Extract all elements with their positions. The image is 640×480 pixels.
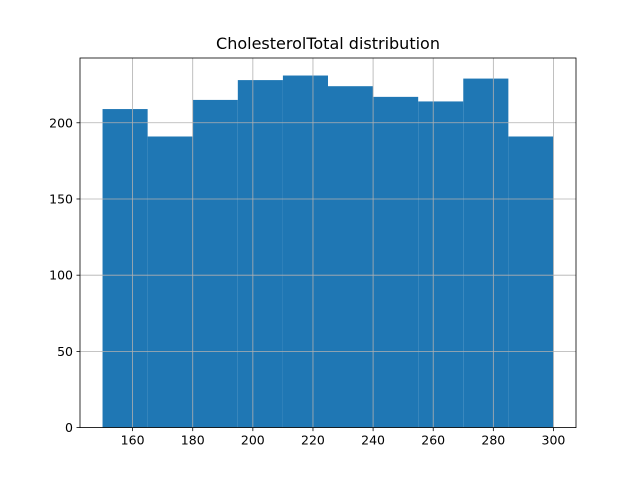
histogram-bar bbox=[373, 96, 419, 428]
x-tick-label: 220 bbox=[301, 433, 325, 448]
histogram-bar bbox=[192, 99, 238, 428]
y-tick-label: 100 bbox=[49, 268, 73, 283]
chart-title: CholesterolTotal distribution bbox=[216, 34, 440, 53]
histogram-bar bbox=[147, 136, 193, 428]
x-tick-label: 280 bbox=[481, 433, 505, 448]
y-tick-label: 0 bbox=[65, 420, 73, 435]
grid-lines bbox=[80, 58, 576, 429]
x-tick-label: 240 bbox=[361, 433, 385, 448]
x-tick-label: 180 bbox=[181, 433, 205, 448]
x-axis-ticks: 160 180 200 220 240 260 280 300 bbox=[121, 427, 566, 448]
x-tick-label: 300 bbox=[542, 433, 566, 448]
x-tick-label: 260 bbox=[421, 433, 445, 448]
axes bbox=[79, 57, 577, 429]
y-tick-label: 200 bbox=[49, 115, 73, 130]
x-tick-label: 160 bbox=[121, 433, 145, 448]
histogram-bar bbox=[328, 86, 374, 428]
y-axis-ticks: 0 50 100 150 200 bbox=[49, 115, 80, 435]
histogram-bar bbox=[508, 136, 554, 428]
histogram-bar bbox=[418, 101, 464, 428]
histogram-bar bbox=[237, 80, 283, 428]
x-tick-label: 200 bbox=[241, 433, 265, 448]
plot-frame bbox=[79, 57, 577, 429]
histogram-bar bbox=[282, 75, 328, 428]
y-tick-label: 50 bbox=[57, 344, 73, 359]
histogram-bar bbox=[102, 109, 148, 428]
histogram-bars bbox=[102, 75, 554, 428]
y-tick-label: 150 bbox=[49, 191, 73, 206]
histogram-bar bbox=[463, 78, 509, 428]
